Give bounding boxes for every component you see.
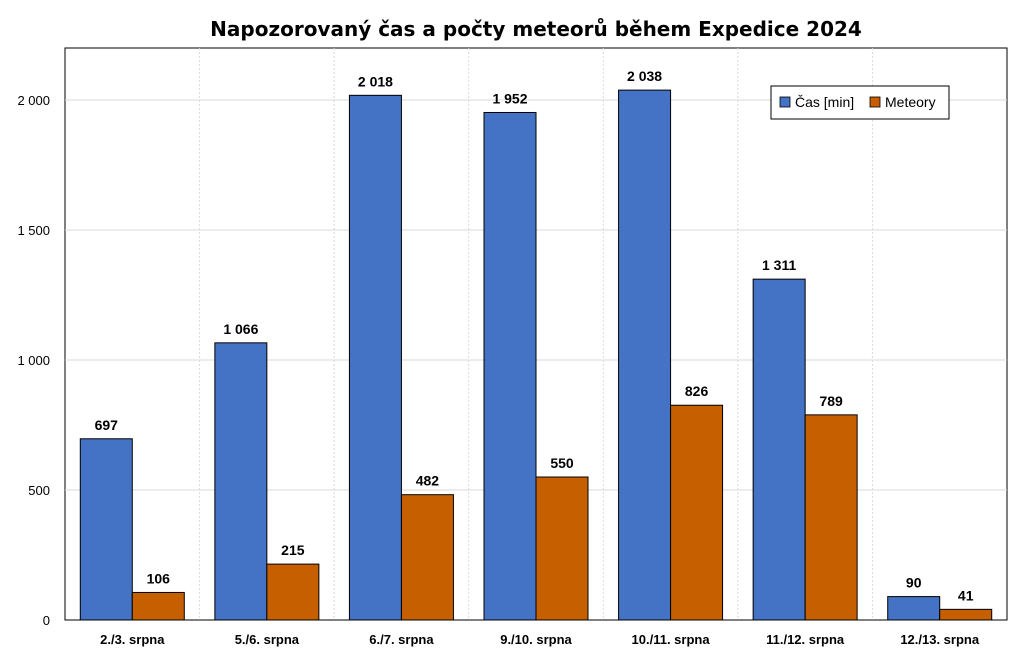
x-axis-ticks: 2./3. srpna 5./6. srpna 6./7. srpna 9./10. … [100,632,980,647]
data-label: 697 [95,417,119,433]
data-label: 41 [958,587,974,603]
bar-cas [79,438,133,621]
chart-title: Napozorovaný čas a počty meteorů během E… [210,17,862,41]
x-tick-label: 12./13. srpna [900,632,980,647]
bar-meteory [400,494,454,621]
bar-meteory [131,591,185,621]
legend: Čas [min] Meteory [770,85,950,120]
bar-cas [348,94,402,621]
data-label: 550 [550,455,574,471]
x-tick-label: 5./6. srpna [235,632,300,647]
data-label: 482 [416,473,440,489]
legend-label: Meteory [885,94,936,110]
x-tick-label: 9./10. srpna [500,632,572,647]
bar-meteory [939,608,993,621]
bar-cas [887,596,941,621]
legend-box [770,85,950,120]
bar-meteory [670,404,724,621]
data-label: 1 066 [223,321,258,337]
bar-cas [483,111,537,621]
bar-cas [618,89,672,621]
bar-cas [752,278,806,621]
data-label: 90 [906,575,922,591]
data-label: 826 [685,383,709,399]
data-labels: 697 106 1 066 215 2 018 482 1 952 550 2 038 826 1 … [95,68,974,603]
data-label: 1 952 [492,90,527,106]
legend-swatch [869,96,881,108]
x-tick-label: 10./11. srpna [632,632,711,647]
y-tick-label: 0 [43,613,50,628]
bar-meteory [535,476,589,621]
bar-meteory [804,414,858,621]
x-tick-label: 11./12. srpna [766,632,845,647]
bar-meteory [266,563,320,621]
y-axis-ticks: 0 500 1 000 1 500 2 000 [17,93,50,628]
y-tick-label: 2 000 [17,93,50,108]
x-tick-label: 2./3. srpna [100,632,165,647]
x-tick-label: 6./7. srpna [369,632,434,647]
legend-swatch [779,96,791,108]
data-label: 1 311 [762,257,796,273]
data-label: 106 [147,570,171,586]
bars [79,89,993,621]
legend-label: Čas [min] [795,94,854,110]
data-label: 215 [281,542,305,558]
y-tick-label: 500 [28,483,50,498]
y-tick-label: 1 000 [17,353,50,368]
data-label: 2 018 [358,73,393,89]
y-tick-label: 1 500 [17,223,50,238]
data-label: 789 [819,393,843,409]
bar-cas [214,342,268,621]
data-label: 2 038 [627,68,662,84]
